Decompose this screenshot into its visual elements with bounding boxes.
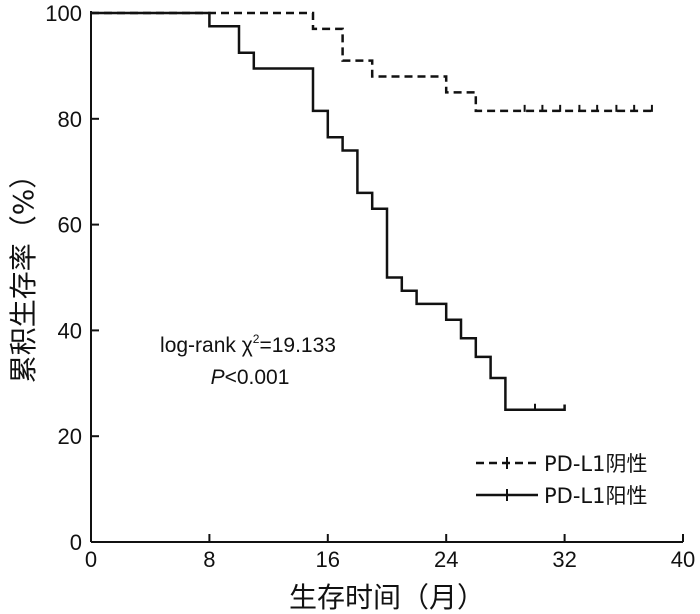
y-tick-label: 20 [58, 424, 82, 449]
x-axis-title: 生存时间（月） [289, 581, 485, 614]
legend-label-positive: PD-L1阳性 [544, 484, 647, 508]
x-ticks: 0 8 16 24 32 40 [85, 534, 695, 572]
survival-curve [91, 11, 566, 412]
x-tick-label: 24 [434, 547, 458, 572]
y-tick-label: 60 [58, 213, 82, 238]
legend-item-negative: PD-L1阴性 [476, 452, 647, 476]
legend-label-negative: PD-L1阴性 [544, 452, 647, 476]
series-negative [91, 11, 654, 113]
y-axis-title: 累积生存率（%） [7, 161, 40, 384]
p-value-text: P<0.001 [211, 366, 290, 389]
x-tick-label: 32 [552, 547, 576, 572]
x-tick-label: 8 [203, 547, 215, 572]
x-tick-label: 16 [316, 547, 340, 572]
y-tick-label: 0 [70, 530, 82, 555]
x-tick-label: 0 [85, 547, 97, 572]
y-ticks: 0 20 40 60 80 100 [45, 1, 99, 555]
stat-annotation: log-rank χ2=19.133 P<0.001 [160, 332, 336, 389]
y-tick-label: 100 [45, 1, 82, 26]
y-tick-label: 40 [58, 318, 82, 343]
axes [90, 11, 683, 543]
series-positive [91, 11, 566, 412]
logrank-text: log-rank χ2=19.133 [160, 332, 336, 357]
y-tick-label: 80 [58, 107, 82, 132]
series-layer [91, 11, 654, 412]
legend: PD-L1阴性 PD-L1阳性 [476, 452, 647, 508]
survival-curve [91, 11, 654, 113]
x-tick-label: 40 [671, 547, 695, 572]
legend-item-positive: PD-L1阳性 [476, 484, 647, 508]
